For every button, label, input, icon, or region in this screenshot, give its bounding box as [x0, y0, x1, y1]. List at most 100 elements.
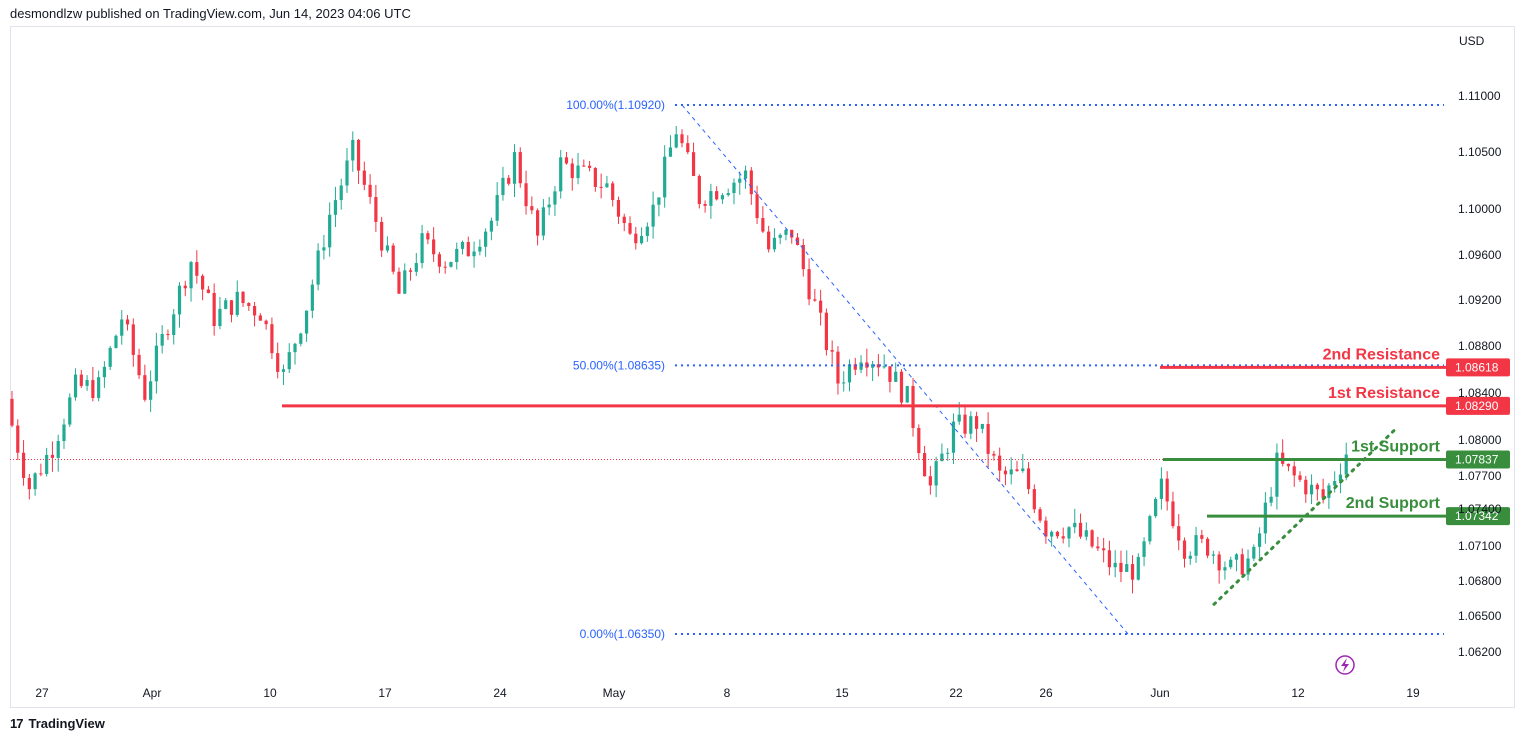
candle-body	[50, 454, 55, 458]
candle-body	[882, 366, 886, 368]
candle-body	[374, 197, 378, 222]
candle-body	[790, 229, 794, 238]
candle-body	[1223, 567, 1227, 571]
candle-body	[270, 324, 274, 354]
candle-body	[472, 251, 476, 257]
candle-body	[131, 324, 135, 355]
candle-body	[56, 441, 60, 458]
candle-body	[946, 452, 950, 454]
candle-body	[784, 229, 788, 235]
candle-body	[830, 350, 834, 352]
candle-body	[293, 343, 297, 353]
candle-body	[645, 226, 649, 236]
y-tick-label: 1.10000	[1458, 202, 1502, 216]
y-tick-label: 1.07100	[1458, 539, 1502, 553]
candle-body	[432, 239, 436, 255]
candle-body	[767, 231, 771, 250]
candle-body	[252, 306, 257, 316]
candle-body	[1286, 463, 1291, 467]
candle-body	[1113, 562, 1117, 568]
candle-body	[206, 289, 210, 294]
candle-body	[73, 374, 78, 398]
candle-body	[1055, 531, 1060, 537]
candle-body	[1148, 516, 1152, 542]
candle-body	[813, 299, 817, 301]
level-label: 1st Support	[1351, 439, 1441, 456]
candle-body	[842, 382, 846, 384]
fib-trend-line	[681, 104, 1129, 635]
price-tag	[1446, 358, 1510, 377]
candle-body	[177, 285, 182, 315]
candle-body	[634, 233, 638, 244]
price-tag	[1446, 507, 1510, 526]
x-tick-label: 19	[1406, 686, 1420, 700]
candle-body	[593, 167, 597, 187]
candle-body	[1263, 502, 1267, 534]
candle-body	[241, 291, 245, 304]
candle-body	[865, 362, 869, 368]
uptrend-line	[1212, 429, 1396, 606]
x-tick-label: 10	[263, 686, 277, 700]
candle-body	[489, 220, 493, 232]
candle-body	[120, 319, 124, 336]
fib-level-label: 100.00%(1.10920)	[566, 98, 665, 112]
candle-body	[1292, 466, 1296, 476]
candle-body	[876, 364, 880, 368]
candle-body	[33, 473, 37, 490]
candle-body	[536, 210, 540, 236]
candle-body	[1194, 535, 1198, 556]
candle-body	[570, 163, 574, 179]
candle-body	[1344, 454, 1348, 475]
candle-body	[125, 319, 130, 325]
candle-body	[940, 453, 944, 462]
candle-body	[1003, 470, 1008, 475]
candle-body	[143, 375, 147, 400]
y-tick-label: 1.06800	[1458, 574, 1502, 588]
tradingview-logo-icon: 17	[10, 716, 24, 731]
x-tick-label: 24	[493, 686, 507, 700]
candle-body	[45, 454, 49, 474]
candle-body	[894, 371, 898, 382]
candle-body	[1067, 527, 1071, 539]
y-tick-label: 1.06500	[1458, 609, 1502, 623]
candle-body	[1211, 554, 1215, 556]
lightning-icon	[1335, 655, 1355, 675]
price-tag-label: 1.08618	[1455, 360, 1499, 374]
y-tick-label: 1.10500	[1458, 145, 1502, 159]
candle-body	[281, 369, 286, 372]
candle-body	[27, 477, 31, 490]
candle-body	[663, 156, 667, 198]
candle-body	[79, 374, 83, 386]
candle-body	[356, 139, 361, 171]
candle-body	[1061, 536, 1065, 539]
candle-body	[1217, 554, 1221, 571]
fib-level-label: 50.00%(1.08635)	[573, 358, 665, 372]
candle-body	[888, 366, 892, 382]
candle-body	[576, 165, 580, 179]
level-label: 2nd Resistance	[1323, 346, 1440, 363]
candle-body	[709, 191, 713, 206]
x-tick-label: 8	[724, 686, 731, 700]
candle-body	[518, 152, 522, 184]
candle-body	[720, 195, 725, 200]
candle-body	[951, 421, 956, 453]
x-tick-label: 27	[35, 686, 49, 700]
candle-body	[611, 183, 615, 200]
candle-body	[1234, 554, 1239, 560]
candle-body	[1333, 481, 1337, 486]
candle-body	[91, 380, 95, 398]
candle-body	[1298, 475, 1302, 480]
candle-body	[986, 423, 990, 454]
candle-body	[934, 461, 938, 486]
candle-body	[287, 352, 291, 370]
candle-body	[218, 308, 222, 326]
candle-body	[1165, 478, 1169, 502]
candle-body	[639, 235, 644, 244]
candle-body	[21, 452, 26, 478]
footer-brand[interactable]: 17 TradingView	[10, 716, 105, 731]
candle-body	[195, 262, 199, 276]
candle-body	[1078, 522, 1083, 537]
candle-body	[553, 191, 557, 205]
candle-body	[154, 345, 158, 382]
